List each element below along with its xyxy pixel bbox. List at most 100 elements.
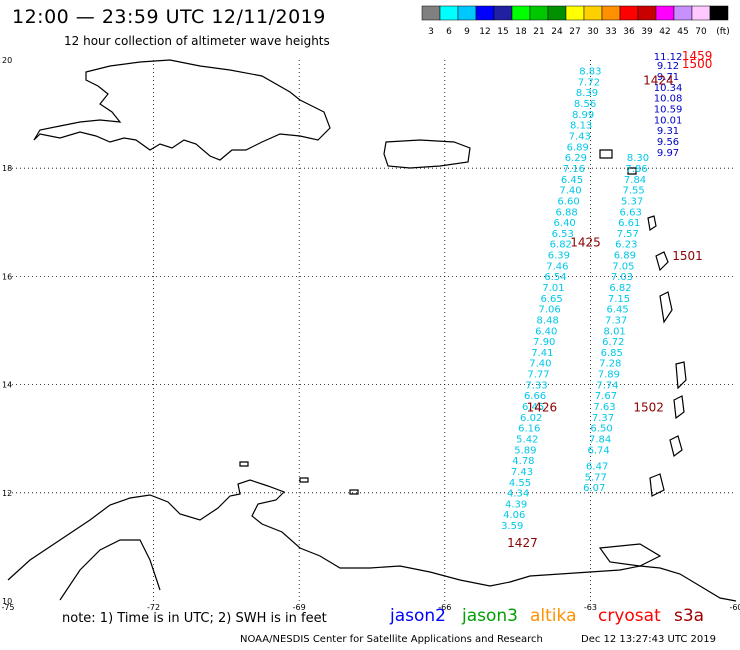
coastline [669,435,683,458]
coastline [659,291,673,324]
color-scale-legend: 3 6 9 12 15 18 21 24 27 30 33 36 39 42 45 70 (ft) [421,5,730,37]
wave-height-label: 5.89 [514,445,536,456]
legend-label: 30 [587,27,599,37]
wave-height-label: 5.42 [516,434,538,445]
wave-height-label: 7.37 [605,315,627,326]
wave-height-label: 5.37 [621,196,643,207]
wave-height-label: 6.40 [535,326,557,337]
wave-height-label: 7.84 [589,434,611,445]
wave-height-label: 6.16 [518,424,540,435]
wave-height-label: 6.60 [557,196,579,207]
chart-subtitle: 12 hour collection of altimeter wave hei… [64,34,330,48]
credit-text: NOAA/NESDIS Center for Satellite Applica… [240,634,543,645]
wave-height-label: 7.84 [624,175,646,186]
coastline [647,215,657,232]
wave-height-label: 7.67 [595,391,617,402]
legend-label: 45 [677,27,688,37]
wave-height-label: 7.89 [598,370,620,381]
wave-height-label: 8.01 [604,326,626,337]
coastline [655,251,669,272]
y-tick-label: 12 [2,489,12,498]
x-tick-label: -66 [438,603,451,612]
legend-label: 21 [533,27,544,37]
legend-label: 6 [446,27,452,37]
wave-height-label: 10.34 [654,83,683,94]
coastline [299,477,309,483]
satellite-s3a-label: s3a [674,606,705,626]
wave-height-label: 6.82 [609,283,631,294]
wave-height-label: 6.45 [522,402,544,413]
pass-time-label: 1501 [672,249,703,263]
coastline [7,479,737,602]
wave-height-label: 7.28 [599,359,621,370]
wave-height-label: 9.71 [657,72,679,83]
wave-height-label: 6.07 [583,483,605,494]
wave-height-label: 7.03 [611,272,633,283]
legend-label: 9 [464,27,470,37]
chart-title: 12:00 — 23:59 UTC 12/11/2019 [12,6,326,28]
wave-height-label: 7.16 [563,164,585,175]
pass-time-label: 1424 [643,73,674,87]
legend-label: 12 [479,27,490,37]
x-tick-label: -75 [1,603,14,612]
legend-label: 18 [515,27,527,37]
legend-swatch [709,5,729,21]
satellite-cryosat-label: cryosat [598,606,661,626]
pass-time-label: 1500 [682,57,713,71]
coastline [649,473,665,497]
wave-height-label: 6.82 [550,240,572,251]
wave-height-label: 7.63 [593,402,615,413]
wave-height-label: 6.72 [602,337,624,348]
wave-height-label: 7.37 [592,413,614,424]
y-tick-label: 20 [2,56,12,65]
legend-label: 33 [605,27,616,37]
wave-height-label: 6.88 [555,207,577,218]
legend-label: 3 [428,27,434,37]
wave-height-label: 6.65 [540,294,562,305]
wave-height-label: 10.08 [654,94,683,105]
wave-height-label: 4.34 [507,489,529,500]
wave-height-label: 4.39 [505,499,527,510]
pass-time-label: 1502 [633,401,664,415]
coastline [673,395,685,420]
wave-height-label: 4.55 [509,478,531,489]
wave-height-label: 4.78 [512,456,534,467]
wave-height-label: 6.50 [590,424,612,435]
wave-height-label: 6.45 [561,175,583,186]
wave-height-label: 7.90 [533,337,555,348]
wave-height-label: 6.47 [586,462,608,473]
y-tick-label: 18 [2,164,12,173]
wave-height-label: 8.39 [576,88,598,99]
wave-height-label: 7.33 [525,380,547,391]
pass-time-label: 1426 [527,401,558,415]
x-tick-label: -63 [584,603,597,612]
coastline [349,489,359,495]
legend-label: (ft) [716,27,730,37]
legend-label: 27 [569,27,580,37]
wave-height-label: 5.77 [585,472,607,483]
wave-height-label: 6.29 [565,153,587,164]
wave-height-label: 8.99 [572,110,594,121]
coastline [59,539,161,601]
wave-height-label: 7.43 [569,132,591,143]
wave-height-label: 7.55 [622,186,644,197]
wave-height-label: 7.05 [612,261,634,272]
wave-height-label: 11.12 [654,52,683,63]
x-tick-label: -72 [147,603,160,612]
wave-height-label: 6.61 [618,218,640,229]
wave-height-label: 6.89 [567,142,589,153]
wave-height-label: 7.43 [511,467,533,478]
x-tick-label: -60 [729,603,740,612]
legend-label: 24 [551,27,563,37]
wave-height-label: 8.56 [574,99,596,110]
coastline [598,543,662,567]
y-tick-label: 10 [2,597,12,606]
wave-height-label: 9.56 [657,137,679,148]
satellite-altika-label: altika [530,606,577,626]
y-tick-label: 16 [2,272,12,281]
legend-label: 70 [695,27,707,37]
wave-height-label: 6.02 [520,413,542,424]
wave-height-label: 7.46 [546,261,568,272]
wave-height-label: 9.97 [657,148,679,159]
